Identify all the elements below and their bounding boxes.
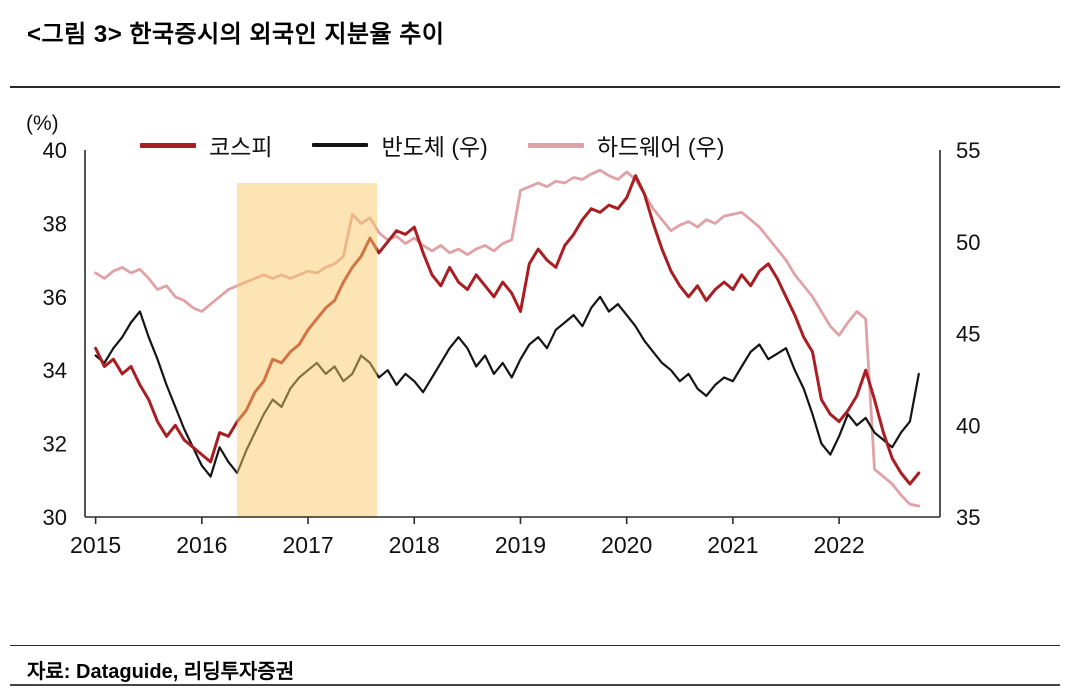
figure-title: <그림 3> 한국증시의 외국인 지분율 추이 [27, 21, 445, 48]
series-line-2 [94, 168, 921, 508]
left-axis-tick-label: 30 [43, 505, 67, 530]
series-line-1 [94, 295, 920, 478]
semiconductor-line-swatch [312, 143, 369, 147]
x-axis-tick-label: 2017 [282, 532, 333, 558]
legend-item-hardware: 하드웨어 (우) [527, 128, 725, 162]
bottom-edge-divider [10, 684, 1060, 686]
x-axis-tick-label: 2016 [176, 532, 227, 558]
legend-item-kospi: 코스피 [140, 128, 272, 162]
chart-legend: 코스피 반도체 (우) 하드웨어 (우) [140, 128, 724, 162]
left-axis-tick-label: 32 [43, 432, 67, 457]
x-axis-tick-label: 2020 [601, 532, 652, 558]
x-axis-tick-label: 2015 [70, 532, 121, 558]
hardware-line-swatch [527, 142, 584, 148]
source-note: 자료: Dataguide, 리딩투자증권 [27, 661, 295, 683]
left-axis-tick-label: 36 [43, 285, 67, 310]
legend-label-hardware: 하드웨어 (우) [596, 134, 725, 160]
left-axis-tick-label: 40 [43, 138, 67, 163]
right-axis-tick-label: 45 [956, 322, 980, 347]
legend-label-kospi: 코스피 [209, 134, 273, 160]
legend-label-semiconductor: 반도체 (우) [381, 134, 488, 160]
right-axis-tick-label: 35 [956, 505, 980, 530]
kospi-line-swatch [140, 142, 196, 148]
left-axis-tick-label: 34 [43, 358, 67, 383]
right-axis-tick-label: 55 [956, 138, 980, 163]
legend-item-semiconductor: 반도체 (우) [312, 128, 488, 162]
footer-divider [10, 645, 1060, 646]
left-axis-tick-label: 38 [43, 211, 67, 236]
x-axis-tick-label: 2018 [389, 532, 440, 558]
x-axis-tick-label: 2021 [707, 532, 758, 558]
left-axis-unit-label: (%) [26, 112, 59, 135]
x-axis-tick-label: 2022 [814, 532, 865, 558]
x-axis-tick-label: 2019 [495, 532, 546, 558]
right-axis-tick-label: 50 [956, 230, 980, 255]
highlight-band [236, 183, 378, 517]
series-line-0 [94, 174, 921, 486]
title-divider [10, 86, 1060, 88]
right-axis-tick-label: 40 [956, 413, 980, 438]
